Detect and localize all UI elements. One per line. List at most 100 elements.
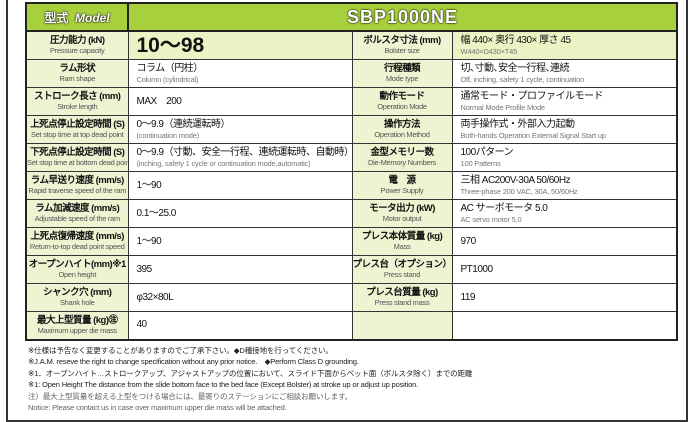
spec-row: ラム形状 Ram shape コラム（円柱） Column (cylindrical)… <box>25 59 678 89</box>
spec-value-right-en: W440×D430×T45 <box>460 47 518 57</box>
model-label-en: Model <box>75 10 110 25</box>
spec-label-right-ja: 動作モード <box>379 91 425 103</box>
spec-row: 最大上型質量 (kg)㊟ Maximum upper die mass 40 <box>25 311 678 341</box>
model-name: SBP1000NE <box>127 2 678 32</box>
note-spec-change-en: ※J.A.M. reseve the right to change speci… <box>28 357 359 367</box>
spec-label-left: ラム早送り速度 (mm/s) Rapid traverse speed of th… <box>25 171 129 201</box>
spec-label-right: 動作モード Operation Mode <box>351 87 453 117</box>
spec-value-right-ja: 両手操作式・外部入力起動 <box>460 119 575 131</box>
spec-label-left-ja: シャンク穴 (mm) <box>43 287 112 299</box>
note-spec-change: ※仕様は予告なく変更することがありますのでご了承下さい。◆D種接地を行ってくださ… <box>28 345 333 355</box>
spec-value-right: 119 <box>451 283 678 313</box>
spec-value-left-ja: 1〜90 <box>136 179 162 191</box>
spec-label-right-ja: ボルスタ寸法 (mm) <box>363 35 441 47</box>
spec-value-left-ja: 0〜9.9（連続運転時） <box>136 119 231 131</box>
spec-label-left-ja: 上死点復帰速度 (mm/s) <box>30 231 125 243</box>
spec-label-right: プレス台（オプション） Press stand <box>351 255 453 285</box>
header-row: 型式 Model SBP1000NE <box>25 2 678 32</box>
spec-label-left: 下死点停止設定時間 (S) Set stop time at bottom dea… <box>25 143 129 173</box>
spec-value-right <box>451 311 678 341</box>
spec-label-right-ja: 操作方法 <box>383 119 421 131</box>
spec-label-left-en: Set stop time at bottom dead point <box>27 157 128 167</box>
spec-value-right-en: Both-hands Operation External Signal Sta… <box>460 131 606 141</box>
spec-label-right-ja: プレス台質量 (kg) <box>366 287 438 299</box>
spec-value-right-en: Three-phase 200 VAC, 30A, 50/60Hz <box>460 187 578 197</box>
spec-value-left: 1〜90 <box>127 227 353 257</box>
spec-value-left-ja: 40 <box>136 319 148 331</box>
spec-label-right: 行程種類 Mode type <box>351 59 453 89</box>
spec-value-left-ja: 0〜9.9（寸動、安全一行程、連続運転時、自動時） <box>136 147 352 159</box>
spec-label-right-ja: 金型メモリー数 <box>370 147 434 159</box>
note-die-mass: 注）最大上型質量を超える上型をつける場合には、最寄りのステーションにご相談お願い… <box>28 391 353 401</box>
spec-value-left-ja: 1〜90 <box>136 235 162 247</box>
spec-value-left: 40 <box>127 311 353 341</box>
spec-label-right-en: Operation Method <box>374 129 430 139</box>
spec-value-right-ja: PT1000 <box>460 263 494 275</box>
spec-label-left-en: Maximum upper die mass <box>37 325 118 335</box>
spec-label-left-en: Ram shape <box>59 73 96 83</box>
spec-row: 圧力能力 (kN) Pressure capacity 10〜98 ボルスタ寸法 (m… <box>25 30 678 61</box>
spec-label-right-en: Operation Mode <box>377 101 427 111</box>
spec-value-right-ja: AC サーボモータ 5.0 <box>460 203 548 215</box>
spec-label-left-en: Open height <box>58 269 97 279</box>
spec-row: 上死点復帰速度 (mm/s) Return-to-top dead point s… <box>25 227 678 257</box>
spec-label-left-ja: ラム加減速度 (mm/s) <box>35 203 120 215</box>
spec-label-left-en: Adjustable speed of the ram <box>34 213 121 223</box>
spec-row: オープンハイト(mm)※1 Open height 395 プレス台（オプション） Pr… <box>25 255 678 285</box>
spec-row: ラム早送り速度 (mm/s) Rapid traverse speed of th… <box>25 171 678 201</box>
spec-value-left: 10〜98 <box>127 30 353 61</box>
spec-label-left-ja: オープンハイト(mm)※1 <box>28 259 126 271</box>
spec-label-left: ラム形状 Ram shape <box>25 59 129 89</box>
spec-label-left-en: Stroke length <box>57 101 98 111</box>
spec-value-right-en: Off, inching, safety 1 cycle, continuati… <box>460 75 585 85</box>
spec-label-left-en: Set stop time at top dead point <box>31 129 124 139</box>
spec-value-right: 切､寸動､安全一行程､連続 Off, inching, safety 1 cycl… <box>451 59 678 89</box>
spec-label-right: 電 源 Power Supply <box>351 171 453 201</box>
spec-value-left: コラム（円柱） Column (cylindrical) <box>127 59 353 89</box>
spec-row: 下死点停止設定時間 (S) Set stop time at bottom dea… <box>25 143 678 173</box>
spec-label-right: モータ出力 (kW) Motor output <box>351 199 453 229</box>
spec-label-left-en: Shank hole <box>59 297 95 307</box>
spec-label-right-ja: 電 源 <box>388 175 416 187</box>
spec-label-right-en: Die-Memory Numbers <box>368 157 436 167</box>
spec-value-left: 0〜9.9（寸動、安全一行程、連続運転時、自動時） (inching, safet… <box>127 143 353 173</box>
spec-label-left-en: Rapid traverse speed of the ram <box>28 185 127 195</box>
spec-label-left: 上死点復帰速度 (mm/s) Return-to-top dead point s… <box>25 227 129 257</box>
note-open-height: ※1．オープンハイト…ストロークアップ、アジャストアップの位置において、スライド… <box>28 368 473 378</box>
spec-label-right-en: Press stand mass <box>374 297 430 307</box>
notes: ※仕様は予告なく変更することがありますのでご了承下さい。◆D種接地を行ってくださ… <box>25 345 686 414</box>
spec-label-right-ja: 行程種類 <box>383 63 421 75</box>
spec-label-right-en: Mass <box>393 241 411 251</box>
spec-value-left: 0.1〜25.0 <box>127 199 353 229</box>
spec-label-left-ja: 最大上型質量 (kg)㊟ <box>36 315 118 327</box>
spec-value-right-ja: 切､寸動､安全一行程､連続 <box>460 63 570 75</box>
spec-label-left-ja: ラム形状 <box>59 63 96 75</box>
spec-value-right-ja: 通常モード・プロファイルモード <box>460 91 604 103</box>
spec-label-left-ja: ストローク長さ (mm) <box>34 91 121 103</box>
spec-label-left: 上死点停止設定時間 (S) Set stop time at top dead p… <box>25 115 129 145</box>
spec-label-left: オープンハイト(mm)※1 Open height <box>25 255 129 285</box>
spec-value-right: 970 <box>451 227 678 257</box>
spec-value-left-en: (continuation mode) <box>136 131 200 141</box>
spec-value-right-ja: 970 <box>460 235 477 247</box>
spec-value-right-ja: 119 <box>460 291 476 303</box>
spec-value-left: 395 <box>127 255 353 285</box>
spec-value-right-en: Normal Mode Profile Mode <box>460 103 546 113</box>
spec-value-right: 両手操作式・外部入力起動 Both-hands Operation Externa… <box>451 115 678 145</box>
model-label-ja: 型式 <box>44 10 69 25</box>
spec-value-left-en: Column (cylindrical) <box>136 75 199 85</box>
spec-label-right: プレス本体質量 (kg) Mass <box>351 227 453 257</box>
spec-label-left: ストローク長さ (mm) Stroke length <box>25 87 129 117</box>
spec-label-left: ラム加減速度 (mm/s) Adjustable speed of the ram <box>25 199 129 229</box>
spec-row: ラム加減速度 (mm/s) Adjustable speed of the ram… <box>25 199 678 229</box>
spec-value-right: AC サーボモータ 5.0 AC servo motor 5.0 <box>451 199 678 229</box>
model-label: 型式 Model <box>25 2 129 32</box>
spec-value-right: PT1000 <box>451 255 678 285</box>
spec-value-right-en: AC servo motor 5.0 <box>460 215 522 225</box>
spec-label-right: プレス台質量 (kg) Press stand mass <box>351 283 453 313</box>
spec-label-left-en: Return-to-top dead point speed <box>29 241 125 251</box>
spec-label-left-ja: 下死点停止設定時間 (S) <box>30 147 125 159</box>
spec-label-left: 圧力能力 (kN) Pressure capacity <box>25 30 129 61</box>
spec-label-left-ja: 圧力能力 (kN) <box>49 35 105 47</box>
spec-value-left: 0〜9.9（連続運転時） (continuation mode) <box>127 115 353 145</box>
